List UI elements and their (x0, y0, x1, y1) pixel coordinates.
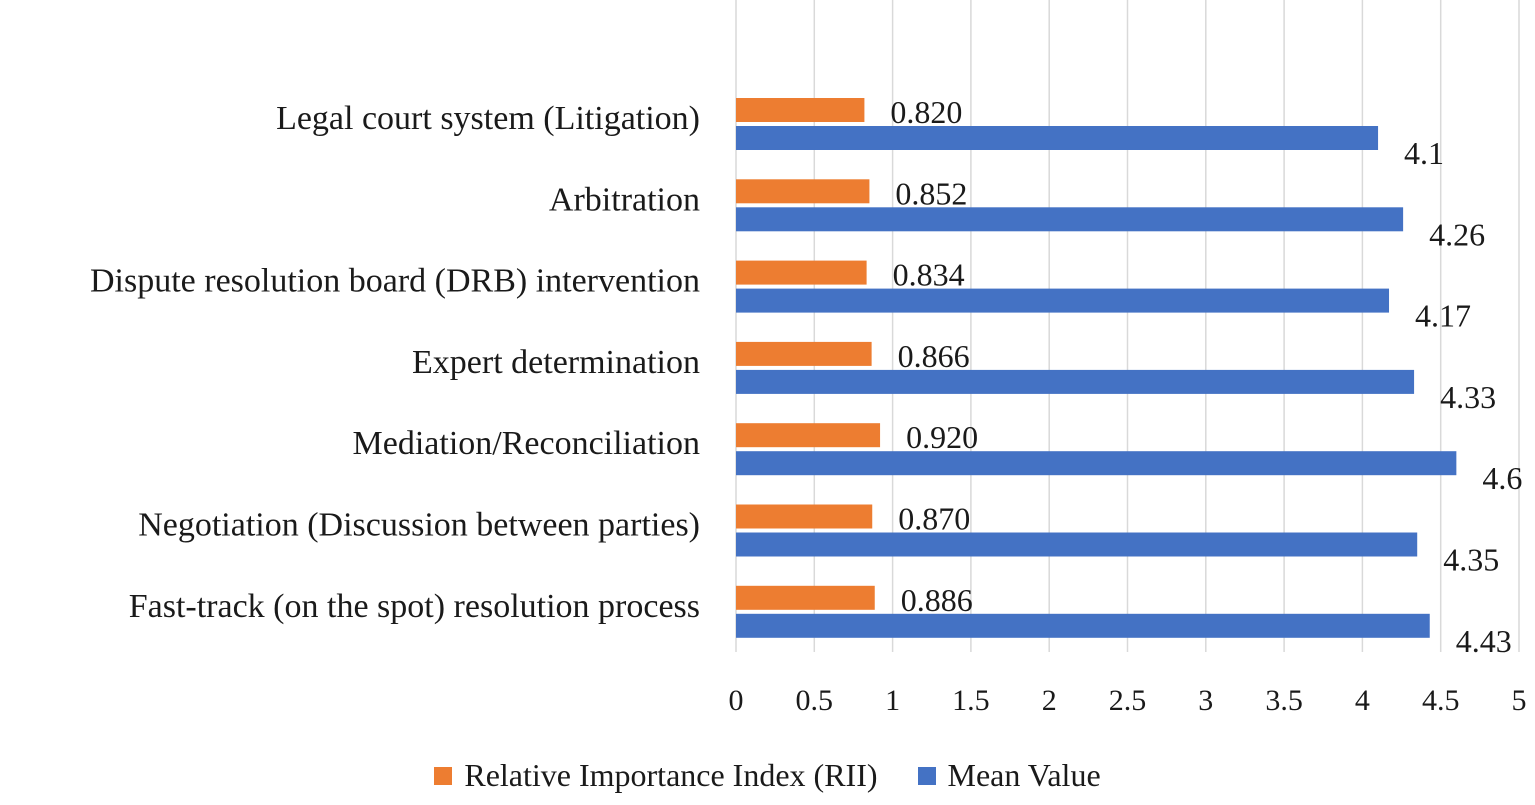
data-label-mean: 4.6 (1482, 460, 1522, 496)
x-tick-label: 3.5 (1265, 684, 1303, 717)
bar-rii (736, 423, 881, 448)
x-tick-label: 4.5 (1422, 684, 1460, 717)
data-label-rii: 0.834 (893, 257, 965, 293)
data-label-rii: 0.920 (906, 419, 978, 455)
data-label-rii: 0.886 (901, 582, 973, 618)
category-label: Fast-track (on the spot) resolution proc… (129, 588, 700, 625)
x-tick-label: 3 (1198, 684, 1213, 717)
data-label-mean: 4.1 (1404, 135, 1444, 171)
category-label: Legal court system (Litigation) (276, 100, 700, 137)
x-tick-label: 1 (885, 684, 900, 717)
x-tick-label: 5 (1512, 684, 1527, 717)
category-label: Arbitration (549, 181, 700, 218)
x-tick-label: 2 (1042, 684, 1057, 717)
bar-rii (736, 260, 867, 285)
legend-item-mean: Mean Value (917, 757, 1101, 794)
bar-rii (736, 585, 875, 610)
data-label-mean: 4.43 (1456, 623, 1512, 659)
x-tick-label: 2.5 (1109, 684, 1147, 717)
bar-rii (736, 341, 872, 366)
data-label-rii: 0.870 (898, 501, 970, 537)
legend-label-mean: Mean Value (947, 757, 1101, 793)
data-label-mean: 4.35 (1443, 542, 1499, 578)
category-label: Mediation/Reconciliation (353, 425, 700, 462)
bar-mean (736, 613, 1430, 638)
data-label-rii: 0.820 (890, 94, 962, 130)
legend-swatch-rii (434, 766, 453, 785)
x-tick-label: 1.5 (952, 684, 990, 717)
legend: Relative Importance Index (RII) Mean Val… (0, 757, 1535, 794)
bar-mean (736, 126, 1379, 150)
data-label-mean: 4.26 (1429, 216, 1485, 252)
bar-chart: 0 0.5 1 1.5 2 2.5 3 3.5 4 4.5 5 Legal court system … (90, 0, 1527, 717)
bar-mean (736, 207, 1404, 232)
legend-label-rii: Relative Importance Index (RII) (464, 757, 878, 793)
bar-mean (736, 532, 1418, 557)
category-label: Expert determination (412, 344, 700, 381)
x-tick-label: 0.5 (796, 684, 834, 717)
bar-rii (736, 179, 870, 204)
legend-swatch-mean (917, 766, 936, 785)
category-label: Dispute resolution board (DRB) intervent… (90, 263, 700, 300)
bar-mean (736, 288, 1390, 313)
bar-mean (736, 451, 1457, 476)
data-label-mean: 4.33 (1440, 379, 1496, 415)
data-label-rii: 0.852 (895, 175, 967, 211)
bar-mean (736, 369, 1415, 394)
bar-rii (736, 98, 865, 122)
legend-item-rii: Relative Importance Index (RII) (434, 757, 878, 794)
bar-rii (736, 504, 873, 529)
category-label: Negotiation (Discussion between parties) (138, 507, 700, 544)
data-label-mean: 4.17 (1415, 298, 1471, 334)
x-tick-label: 0 (729, 684, 744, 717)
x-tick-label: 4 (1355, 684, 1370, 717)
data-label-rii: 0.866 (898, 338, 970, 374)
